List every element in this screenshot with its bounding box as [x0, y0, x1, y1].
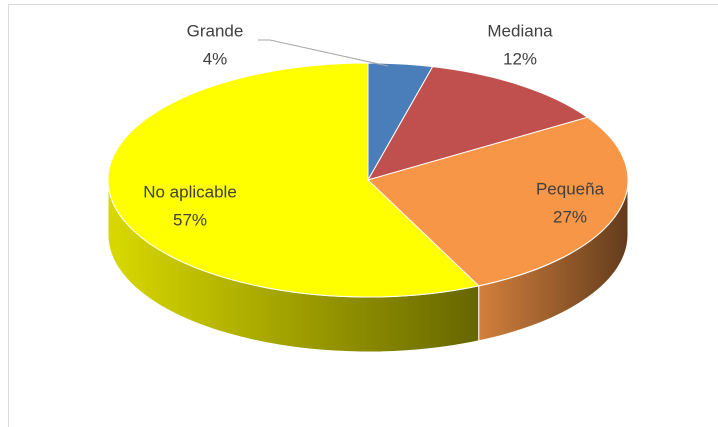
data-label-value: 57% [173, 210, 207, 229]
leader-line [258, 39, 389, 67]
data-label-name: No aplicable [143, 182, 237, 201]
pie-slice [367, 116, 629, 287]
pie-slice [107, 62, 480, 298]
data-label-value: 4% [203, 49, 228, 68]
data-label-name: Pequeña [536, 179, 605, 198]
data-label-name: Grande [187, 21, 244, 40]
pie-slice [366, 66, 589, 181]
data-label-value: 27% [553, 207, 587, 226]
data-label-name: Mediana [487, 21, 553, 40]
data-label-value: 12% [503, 49, 537, 68]
